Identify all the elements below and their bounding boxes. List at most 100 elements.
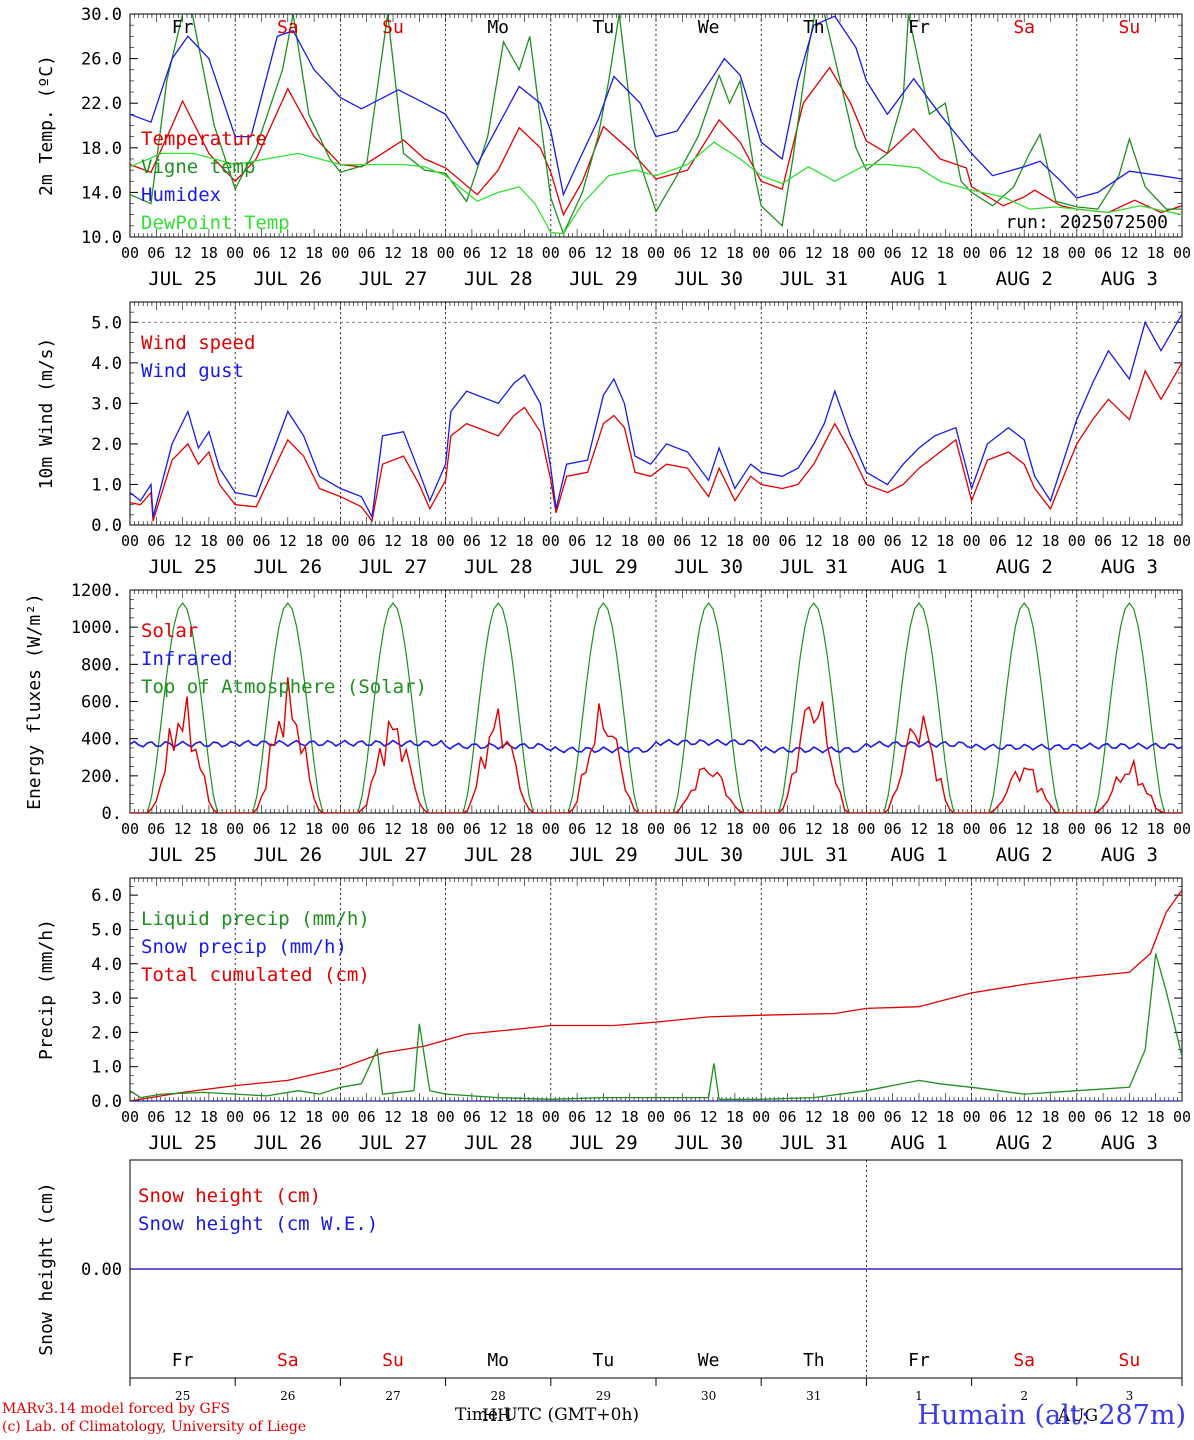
y-tick-label: 26.0 bbox=[81, 50, 122, 70]
date-label: JUL 30 bbox=[674, 844, 743, 866]
series-wind-speed-line bbox=[130, 362, 1182, 523]
hour-label: 12 bbox=[489, 244, 507, 262]
hour-label: 18 bbox=[305, 244, 323, 262]
hour-label: 18 bbox=[1147, 244, 1165, 262]
day-name: Tu bbox=[593, 1350, 615, 1371]
hour-label: 12 bbox=[594, 532, 612, 550]
date-label: JUL 25 bbox=[148, 1132, 217, 1154]
hour-label: 18 bbox=[515, 1108, 533, 1126]
series-group bbox=[130, 889, 1182, 1101]
hour-label: 18 bbox=[200, 244, 218, 262]
hour-label: 00 bbox=[437, 1108, 455, 1126]
hour-label: 12 bbox=[384, 532, 402, 550]
panel-4: 00 06 12 18 JUL 25 00 06 12 18 JUL 26 00 06 12 18 JUL … bbox=[36, 877, 1191, 1154]
station-name: Humain (alt: 287m) bbox=[917, 1400, 1186, 1431]
hour-label: 00 bbox=[121, 532, 139, 550]
credit-line-1: MARv3.14 model forced by GFS bbox=[2, 1401, 231, 1417]
hour-label: 12 bbox=[279, 1108, 297, 1126]
hour-label: 00 bbox=[647, 532, 665, 550]
hour-label: 12 bbox=[805, 532, 823, 550]
hour-label: 00 bbox=[226, 820, 244, 838]
hour-label: 00 bbox=[963, 1108, 981, 1126]
date-label: JUL 26 bbox=[253, 844, 322, 866]
hour-label: 06 bbox=[252, 532, 270, 550]
date-label: JUL 25 bbox=[148, 268, 217, 290]
hour-label: 18 bbox=[1041, 532, 1059, 550]
hour-label: 00 bbox=[226, 532, 244, 550]
hour-label: 06 bbox=[673, 820, 691, 838]
date-label: JUL 28 bbox=[464, 556, 533, 578]
hour-label: 06 bbox=[673, 244, 691, 262]
hour-label: 12 bbox=[805, 244, 823, 262]
hour-label: 12 bbox=[1120, 820, 1138, 838]
series-temperature-line bbox=[130, 66, 1182, 217]
hour-label: 12 bbox=[174, 1108, 192, 1126]
hour-label: 00 bbox=[1068, 1108, 1086, 1126]
hour-label: 00 bbox=[1068, 532, 1086, 550]
date-label: JUL 28 bbox=[464, 1132, 533, 1154]
date-label: AUG 1 bbox=[890, 844, 947, 866]
day-number: 3 bbox=[1126, 1389, 1134, 1403]
hour-label: 00 bbox=[857, 532, 875, 550]
legend-entry: Snow precip (mm/h) bbox=[141, 936, 347, 958]
day-name: Mo bbox=[487, 17, 509, 38]
date-label: JUL 31 bbox=[779, 556, 848, 578]
hour-label: 00 bbox=[963, 820, 981, 838]
hour-label: 06 bbox=[358, 532, 376, 550]
date-label: AUG 3 bbox=[1101, 844, 1158, 866]
hour-label: 12 bbox=[1015, 532, 1033, 550]
hour-label: 18 bbox=[200, 1108, 218, 1126]
hour-label: 00 bbox=[963, 244, 981, 262]
date-label: JUL 30 bbox=[674, 1132, 743, 1154]
hour-label: 18 bbox=[726, 1108, 744, 1126]
series-total-cumulated-cm--line bbox=[130, 889, 1182, 1101]
panel-2: 00 06 12 18 JUL 25 00 06 12 18 JUL 26 00 06 12 18 JUL … bbox=[36, 301, 1191, 578]
legend-entry: Snow height (cm) bbox=[138, 1185, 321, 1207]
panel-5: 0.00 Snow height (cm) Snow height (cm) Snow… bbox=[36, 1159, 1183, 1426]
legend-entry: Top of Atmosphere (Solar) bbox=[141, 676, 427, 698]
overlay-text: AUG bbox=[1057, 1406, 1098, 1426]
x-axis-title: Time UTC (GMT+0h) bbox=[455, 1405, 640, 1425]
y-tick-label: 10.0 bbox=[81, 228, 122, 248]
day-number: 27 bbox=[385, 1389, 400, 1403]
hour-label: 06 bbox=[778, 820, 796, 838]
hour-label: 06 bbox=[1094, 1108, 1112, 1126]
y-tick-label: 18.0 bbox=[81, 139, 122, 159]
date-label: AUG 3 bbox=[1101, 556, 1158, 578]
hour-label: 06 bbox=[989, 1108, 1007, 1126]
hour-label: 18 bbox=[1147, 532, 1165, 550]
hour-label: 12 bbox=[700, 820, 718, 838]
y-tick-label: 2.0 bbox=[91, 1023, 122, 1043]
date-label: JUL 29 bbox=[569, 556, 638, 578]
hour-label: 12 bbox=[1120, 244, 1138, 262]
day-number: 31 bbox=[806, 1389, 821, 1403]
date-label: AUG 2 bbox=[996, 1132, 1053, 1154]
hour-label: 12 bbox=[489, 532, 507, 550]
hour-label: 06 bbox=[673, 532, 691, 550]
date-label: AUG 2 bbox=[996, 556, 1053, 578]
hour-label: 00 bbox=[437, 244, 455, 262]
hour-label: 18 bbox=[1041, 1108, 1059, 1126]
series-group bbox=[130, 601, 1182, 813]
y-tick-label: 2.0 bbox=[91, 435, 122, 455]
date-label: JUL 27 bbox=[359, 268, 428, 290]
hour-label: 06 bbox=[673, 1108, 691, 1126]
date-label: JUL 26 bbox=[253, 1132, 322, 1154]
hour-label: 00 bbox=[542, 244, 560, 262]
hour-label: 06 bbox=[463, 244, 481, 262]
y-tick-label: 14.0 bbox=[81, 183, 122, 203]
legend-entry: Liquid precip (mm/h) bbox=[141, 908, 370, 930]
date-label: AUG 1 bbox=[890, 556, 947, 578]
y-axis-label: Snow height (cm) bbox=[36, 1182, 57, 1355]
hour-label: 06 bbox=[252, 820, 270, 838]
date-label: JUL 27 bbox=[359, 556, 428, 578]
hour-label: 00 bbox=[857, 1108, 875, 1126]
hour-label: 12 bbox=[805, 820, 823, 838]
hour-label: 18 bbox=[621, 1108, 639, 1126]
hour-label: 00 bbox=[1173, 532, 1191, 550]
hour-label: 18 bbox=[726, 244, 744, 262]
date-label: JUL 30 bbox=[674, 268, 743, 290]
date-label: JUL 26 bbox=[253, 556, 322, 578]
legend-entry: Humidex bbox=[141, 184, 221, 206]
